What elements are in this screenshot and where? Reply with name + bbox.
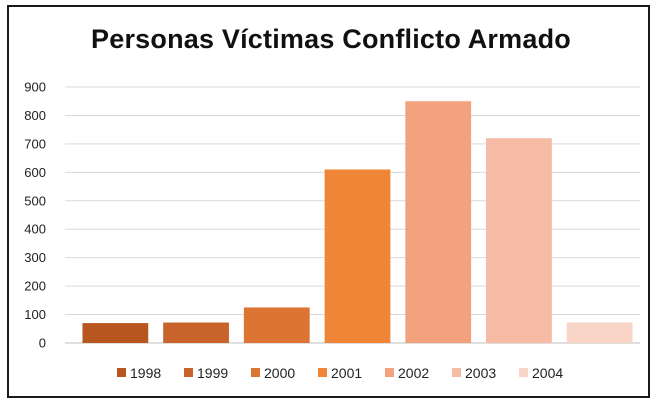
legend: 1998 1999 2000 2001 2002 2003 2004 <box>117 365 563 381</box>
legend-swatch-1999 <box>184 368 193 377</box>
bar-1999 <box>163 322 229 343</box>
legend-label-1998: 1998 <box>130 365 161 381</box>
y-tick-label: 300 <box>24 250 46 265</box>
y-tick-label: 500 <box>24 193 46 208</box>
bar-2003 <box>486 138 552 343</box>
legend-swatch-2003 <box>452 368 461 377</box>
legend-label-2003: 2003 <box>465 365 496 381</box>
bar-2000 <box>243 307 310 343</box>
bar-1998 <box>82 323 149 343</box>
legend-label-2000: 2000 <box>264 365 295 381</box>
y-tick-label: 800 <box>24 108 46 123</box>
legend-swatch-1998 <box>117 368 126 377</box>
legend-swatch-2001 <box>318 368 327 377</box>
y-tick-label: 600 <box>24 165 46 180</box>
y-tick-label: 900 <box>24 80 46 95</box>
legend-label-1999: 1999 <box>197 365 228 381</box>
legend-swatch-2002 <box>385 368 394 377</box>
legend-label-2004: 2004 <box>532 365 563 381</box>
legend-label-2002: 2002 <box>398 365 429 381</box>
y-tick-label: 400 <box>24 222 46 237</box>
bar-2001 <box>324 169 391 343</box>
y-tick-label: 200 <box>24 279 46 294</box>
y-tick-label: 100 <box>24 307 46 322</box>
legend-swatch-2000 <box>251 368 260 377</box>
bar-2002 <box>405 101 472 343</box>
bar-2004 <box>566 322 633 343</box>
y-tick-label: 700 <box>24 136 46 151</box>
y-tick-label: 0 <box>39 336 46 351</box>
legend-label-2001: 2001 <box>331 365 362 381</box>
y-axis-ticks: 0 100 200 300 400 500 600 700 800 900 <box>24 80 46 351</box>
bars <box>82 101 633 343</box>
legend-swatch-2004 <box>519 368 528 377</box>
chart-title: Personas Víctimas Conflicto Armado <box>91 24 571 54</box>
